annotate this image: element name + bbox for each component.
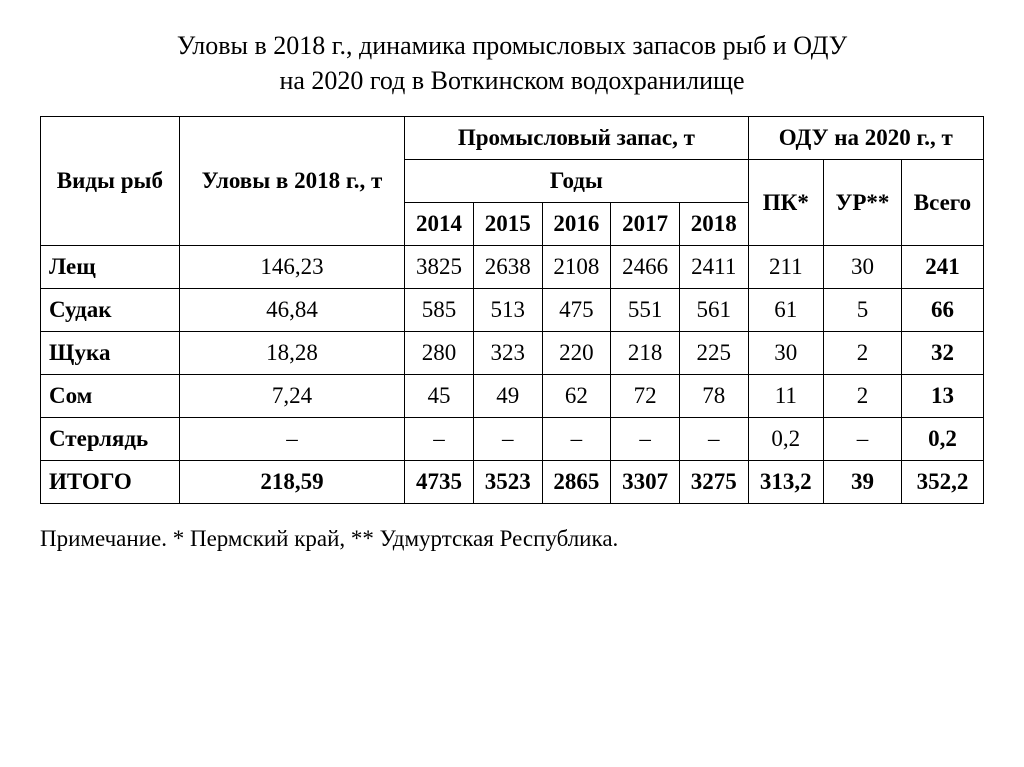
cell-2016: 62 [542, 375, 611, 418]
cell-2016: – [542, 418, 611, 461]
cell-2014: 280 [405, 332, 474, 375]
cell-ur: – [823, 418, 901, 461]
cell-catch: 146,23 [179, 246, 404, 289]
cell-pk: 313,2 [748, 461, 823, 504]
fish-table: Виды рыб Уловы в 2018 г., т Промысловый … [40, 116, 984, 504]
cell-2015: 49 [473, 375, 542, 418]
table-row: Щука 18,28 280 323 220 218 225 30 2 32 [41, 332, 984, 375]
cell-ur: 2 [823, 332, 901, 375]
cell-ur: 39 [823, 461, 901, 504]
table-total-row: ИТОГО 218,59 4735 3523 2865 3307 3275 31… [41, 461, 984, 504]
title-line-2: на 2020 год в Воткинском водохранилище [279, 66, 744, 95]
table-row: Лещ 146,23 3825 2638 2108 2466 2411 211 … [41, 246, 984, 289]
header-ur: УР** [823, 160, 901, 246]
cell-pk: 11 [748, 375, 823, 418]
cell-2015: 513 [473, 289, 542, 332]
cell-total: 241 [901, 246, 983, 289]
header-2017: 2017 [611, 203, 680, 246]
header-years-label: Годы [405, 160, 748, 203]
header-2014: 2014 [405, 203, 474, 246]
header-2018: 2018 [679, 203, 748, 246]
cell-2016: 220 [542, 332, 611, 375]
cell-2015: 2638 [473, 246, 542, 289]
title-line-1: Уловы в 2018 г., динамика промысловых за… [177, 31, 847, 60]
table-row: Сом 7,24 45 49 62 72 78 11 2 13 [41, 375, 984, 418]
cell-pk: 30 [748, 332, 823, 375]
cell-2014: 45 [405, 375, 474, 418]
header-pk: ПК* [748, 160, 823, 246]
cell-species: Лещ [41, 246, 180, 289]
header-total: Всего [901, 160, 983, 246]
cell-2018: 3275 [679, 461, 748, 504]
header-2016: 2016 [542, 203, 611, 246]
cell-2018: 225 [679, 332, 748, 375]
cell-2017: 218 [611, 332, 680, 375]
cell-species: Судак [41, 289, 180, 332]
cell-catch: 7,24 [179, 375, 404, 418]
cell-pk: 0,2 [748, 418, 823, 461]
cell-species: Щука [41, 332, 180, 375]
table-row: Судак 46,84 585 513 475 551 561 61 5 66 [41, 289, 984, 332]
cell-total: 13 [901, 375, 983, 418]
cell-ur: 5 [823, 289, 901, 332]
cell-2014: 4735 [405, 461, 474, 504]
cell-total: 0,2 [901, 418, 983, 461]
cell-2018: – [679, 418, 748, 461]
cell-2017: – [611, 418, 680, 461]
cell-catch: 18,28 [179, 332, 404, 375]
cell-total: 66 [901, 289, 983, 332]
page-title: Уловы в 2018 г., динамика промысловых за… [40, 28, 984, 98]
cell-catch: 218,59 [179, 461, 404, 504]
cell-2018: 78 [679, 375, 748, 418]
cell-2015: – [473, 418, 542, 461]
cell-2017: 72 [611, 375, 680, 418]
cell-2018: 2411 [679, 246, 748, 289]
footnote: Примечание. * Пермский край, ** Удмуртск… [40, 526, 984, 552]
header-odu-group: ОДУ на 2020 г., т [748, 117, 983, 160]
cell-species: ИТОГО [41, 461, 180, 504]
cell-ur: 2 [823, 375, 901, 418]
cell-2014: 3825 [405, 246, 474, 289]
cell-pk: 211 [748, 246, 823, 289]
header-catch: Уловы в 2018 г., т [179, 117, 404, 246]
cell-2016: 2108 [542, 246, 611, 289]
cell-2015: 323 [473, 332, 542, 375]
cell-total: 352,2 [901, 461, 983, 504]
cell-pk: 61 [748, 289, 823, 332]
cell-2014: 585 [405, 289, 474, 332]
cell-species: Сом [41, 375, 180, 418]
cell-total: 32 [901, 332, 983, 375]
cell-ur: 30 [823, 246, 901, 289]
cell-2017: 2466 [611, 246, 680, 289]
cell-2017: 3307 [611, 461, 680, 504]
cell-2016: 475 [542, 289, 611, 332]
cell-2017: 551 [611, 289, 680, 332]
cell-catch: – [179, 418, 404, 461]
cell-2018: 561 [679, 289, 748, 332]
cell-species: Стерлядь [41, 418, 180, 461]
cell-2015: 3523 [473, 461, 542, 504]
header-species: Виды рыб [41, 117, 180, 246]
cell-2014: – [405, 418, 474, 461]
header-stock-group: Промысловый запас, т [405, 117, 748, 160]
table-row: Стерлядь – – – – – – 0,2 – 0,2 [41, 418, 984, 461]
cell-catch: 46,84 [179, 289, 404, 332]
cell-2016: 2865 [542, 461, 611, 504]
header-2015: 2015 [473, 203, 542, 246]
